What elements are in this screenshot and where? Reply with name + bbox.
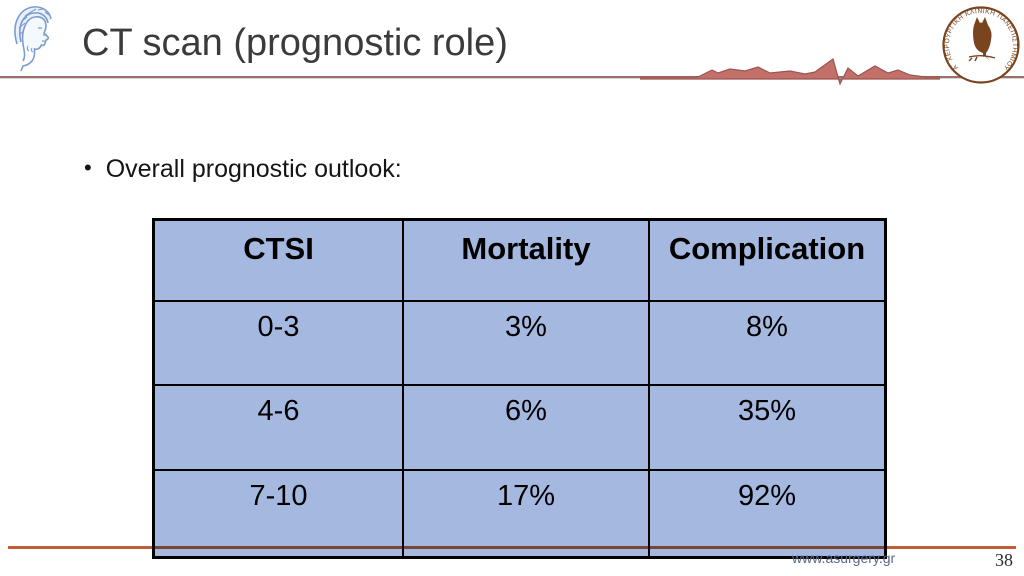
website-watermark: www.asurgery.gr [792,550,896,566]
bullet-text: Overall prognostic outlook: [105,155,402,183]
prognostic-table: CTSI Mortality Complication 0-3 3% 8% 4-… [152,218,887,559]
table-cell: 92% [737,480,797,512]
table-cell: 35% [650,386,884,471]
table-cell: 7-10 [155,471,404,556]
table-cell: 17% [404,471,650,556]
athena-logo-icon [14,6,52,72]
table-cell: 3% [404,302,650,386]
owl-icon [968,17,996,62]
clinic-emblem: Α΄ ΧΕΙΡΟΥΡΓΙΚΗ ΚΛΙΝΙΚΗ ΠΑΝΕΠΙΣΤΗΜΙΟΥ ΑΘΗ… [941,5,1020,84]
mountain-zigzag-icon [640,58,940,86]
table-header-mortality: Mortality [404,221,650,302]
header-rule [0,76,1024,78]
footer-rule [8,546,1016,549]
table-cell: 6% [404,386,650,471]
slide-title: CT scan (prognostic role) [82,22,508,64]
page-number: 38 [995,550,1013,570]
table-header-ctsi: CTSI [155,221,404,302]
table-cell: 8% [650,302,884,386]
bullet-line: • Overall prognostic outlook: [84,155,402,184]
table-cell: 0-3 [155,302,404,386]
bullet-marker: • [84,155,92,180]
table-cell: 4-6 [155,386,404,471]
table-header-complication: Complication [650,221,884,302]
